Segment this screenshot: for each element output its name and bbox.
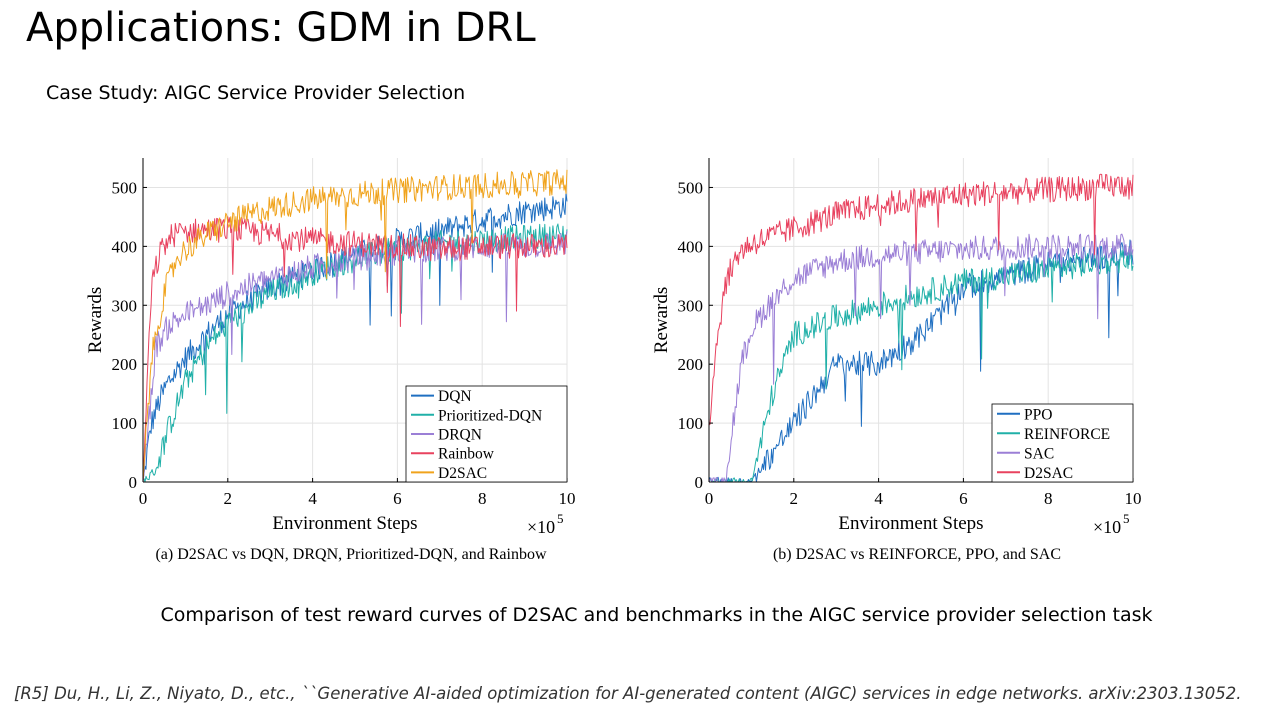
left-legend-label-d2sac: D2SAC	[438, 465, 487, 482]
left-x-axis-label: Environment Steps	[272, 513, 417, 534]
slide-title: Applications: GDM in DRL	[26, 5, 536, 51]
left-x-tick-label-8: 8	[478, 489, 487, 508]
left-y-tick-label-100: 100	[112, 414, 138, 433]
slide-subtitle: Case Study: AIGC Service Provider Select…	[46, 82, 466, 104]
left-x-tick-label-4: 4	[308, 489, 317, 508]
left-legend-label-rainbow: Rainbow	[438, 446, 495, 463]
left-series-rainbow	[142, 216, 568, 483]
left-legend-label-drqn: DRQN	[438, 427, 482, 444]
left-x-tick-label-6: 6	[393, 489, 402, 508]
left-y-tick-label-500: 500	[112, 178, 138, 197]
left-series-drqn	[142, 230, 568, 483]
slide-caption: Comparison of test reward curves of D2SA…	[160, 604, 1153, 626]
left-y-tick-label-200: 200	[112, 355, 138, 374]
left-x-tick-label-2: 2	[224, 489, 233, 508]
left-legend-label-prioritized-dqn: Prioritized-DQN	[438, 407, 542, 424]
left-y-tick-label-0: 0	[129, 473, 138, 492]
left-x-tick-label-0: 0	[139, 489, 148, 508]
left-y-tick-label-300: 300	[112, 296, 138, 315]
reference-citation: [R5] Du, H., Li, Z., Niyato, D., etc., `…	[14, 684, 1242, 703]
left-series-d2sac	[142, 169, 568, 481]
left-x-multiplier: ×10	[527, 517, 555, 537]
left-subcaption: (a) D2SAC vs DQN, DRQN, Prioritized-DQN,…	[155, 546, 547, 563]
left-y-axis-label: Rewards	[85, 287, 106, 353]
left-legend-label-dqn: DQN	[438, 388, 472, 405]
left-x-tick-label-10: 10	[559, 489, 576, 508]
left-x-multiplier-exp: 5	[557, 511, 564, 526]
left-y-tick-label-400: 400	[112, 237, 138, 256]
